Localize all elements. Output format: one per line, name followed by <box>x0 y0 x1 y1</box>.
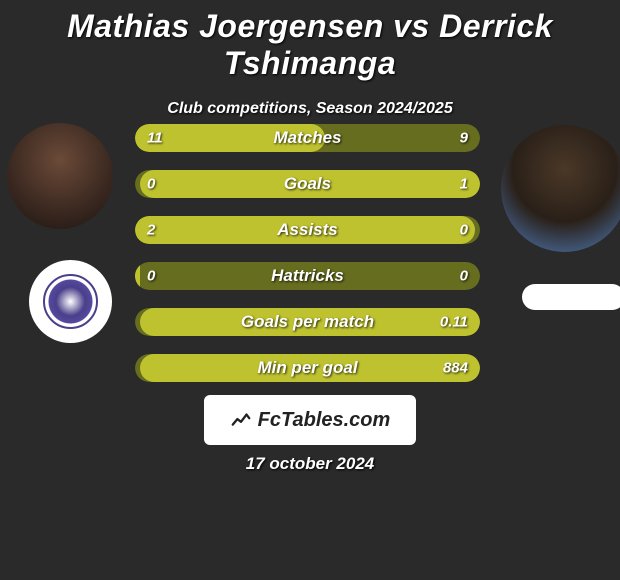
stat-left-value: 2 <box>147 222 155 239</box>
club-left-logo <box>29 260 112 343</box>
stat-left-value: 0 <box>147 268 155 285</box>
stat-right-value: 0 <box>460 222 468 239</box>
player-left-avatar <box>7 123 113 229</box>
stat-right-value: 0 <box>460 268 468 285</box>
source-badge-text: FcTables.com <box>258 409 391 432</box>
stat-right-value: 884 <box>443 360 468 377</box>
stat-right-value: 9 <box>460 130 468 147</box>
page-title: Mathias Joergensen vs Derrick Tshimanga <box>0 0 620 82</box>
stat-right-value: 0.11 <box>440 314 468 331</box>
stat-label: Min per goal <box>257 358 357 378</box>
stat-bars: Matches119Goals01Assists20Hattricks00Goa… <box>135 124 480 400</box>
stat-label: Goals per match <box>241 312 374 332</box>
stat-bar: Goals 0 1 <box>135 170 480 198</box>
club-right-logo <box>522 284 620 310</box>
stat-left-value: 11 <box>147 130 163 147</box>
stat-label: Matches <box>273 128 341 148</box>
stat-bar: Assists 2 0 <box>135 216 480 244</box>
stat-bar: Goals per match 0.11 <box>135 308 480 336</box>
stat-bar: Hattricks 0 0 <box>135 262 480 290</box>
stat-bar: Matches 11 9 <box>135 124 480 152</box>
source-badge: FcTables.com <box>204 395 416 445</box>
date-text: 17 october 2024 <box>246 454 375 474</box>
stat-right-value: 1 <box>460 176 468 193</box>
subtitle: Club competitions, Season 2024/2025 <box>0 100 620 118</box>
stat-bar: Min per goal 884 <box>135 354 480 382</box>
player-right-avatar <box>501 125 620 252</box>
stat-label: Assists <box>277 220 337 240</box>
stat-left-value: 0 <box>147 176 155 193</box>
stat-label: Hattricks <box>271 266 344 286</box>
stat-label: Goals <box>284 174 331 194</box>
chart-line-icon <box>230 409 252 431</box>
